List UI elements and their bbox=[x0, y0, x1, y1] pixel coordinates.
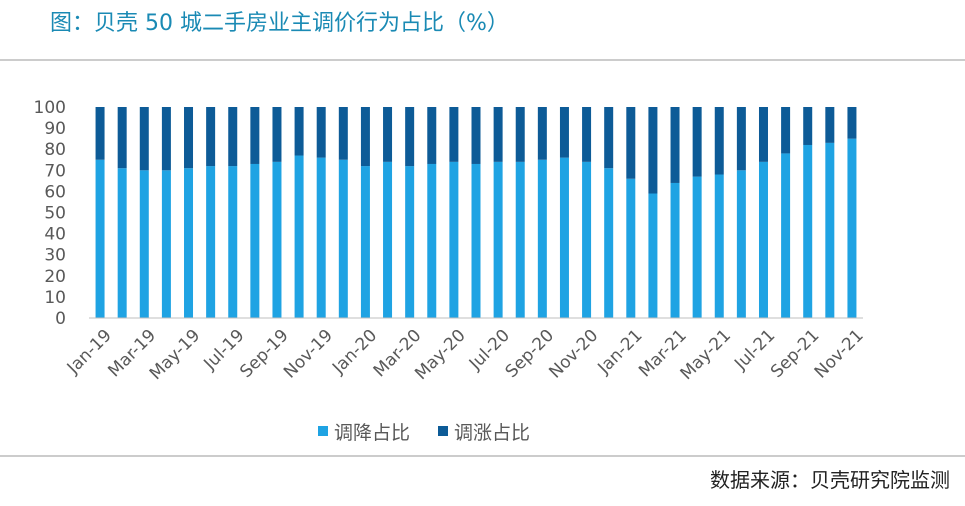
bar-segment bbox=[515, 107, 525, 162]
bar-segment bbox=[95, 159, 105, 318]
y-tick-label: 30 bbox=[44, 246, 66, 266]
bar-segment bbox=[714, 107, 724, 175]
bar-segment bbox=[781, 107, 791, 154]
source-note: 数据来源：贝壳研究院监测 bbox=[710, 468, 950, 492]
legend-swatch bbox=[438, 426, 448, 436]
bar-segment bbox=[405, 166, 415, 318]
bar-segment bbox=[117, 168, 127, 318]
bar-segment bbox=[515, 161, 525, 318]
bar-segment bbox=[228, 107, 238, 167]
bar-segment bbox=[736, 170, 746, 318]
bar-segment bbox=[360, 166, 370, 318]
bar-segment bbox=[206, 107, 216, 167]
bar-segment bbox=[427, 163, 437, 318]
y-tick-label: 90 bbox=[44, 119, 66, 139]
y-tick-label: 20 bbox=[44, 267, 66, 287]
bar-segment bbox=[294, 107, 304, 156]
bar-segment bbox=[736, 107, 746, 171]
bar-segment bbox=[449, 161, 459, 318]
chart-title: 图：贝壳 50 城二手房业主调价行为占比（%） bbox=[50, 11, 509, 36]
legend-label: 调降占比 bbox=[334, 422, 410, 444]
bar-segment bbox=[626, 178, 636, 318]
bar-segment bbox=[250, 163, 260, 318]
bar-segment bbox=[184, 168, 194, 318]
bar-segment bbox=[537, 107, 547, 160]
y-tick-label: 40 bbox=[44, 225, 66, 245]
bar-segment bbox=[825, 142, 835, 318]
bar-segment bbox=[316, 157, 326, 318]
x-tick-label: Nov-21 bbox=[811, 326, 868, 383]
bar-segment bbox=[294, 155, 304, 318]
bar-segment bbox=[604, 107, 614, 169]
bar-segment bbox=[582, 107, 592, 162]
bar-segment bbox=[825, 107, 835, 143]
bar-segment bbox=[493, 161, 503, 318]
bar-segment bbox=[316, 107, 326, 158]
legend-label: 调涨占比 bbox=[454, 422, 530, 444]
bar-segment bbox=[139, 107, 149, 171]
bar-segment bbox=[493, 107, 503, 162]
bar-segment bbox=[427, 107, 437, 164]
bar-segment bbox=[471, 107, 481, 164]
bar-segment bbox=[648, 193, 658, 318]
y-tick-label: 10 bbox=[44, 288, 66, 308]
bar-segment bbox=[692, 176, 702, 318]
y-tick-label: 70 bbox=[44, 161, 66, 181]
bar-segment bbox=[847, 138, 857, 318]
bar-segment bbox=[383, 161, 393, 318]
bar-segment bbox=[139, 170, 149, 318]
bar-segment bbox=[95, 107, 105, 160]
bar-segment bbox=[692, 107, 702, 177]
bar-segment bbox=[559, 107, 569, 158]
bar-segment bbox=[272, 161, 282, 318]
bar-segment bbox=[537, 159, 547, 318]
bar-segment bbox=[803, 107, 813, 145]
bar-segment bbox=[360, 107, 370, 167]
x-tick-label: Nov-19 bbox=[280, 326, 337, 383]
bar-segment bbox=[338, 107, 348, 160]
bar-segment bbox=[161, 107, 171, 171]
legend-swatch bbox=[318, 426, 328, 436]
bar-segment bbox=[648, 107, 658, 194]
bar-segment bbox=[670, 182, 680, 318]
bar-segment bbox=[449, 107, 459, 162]
bar-segment bbox=[250, 107, 260, 164]
bar-segment bbox=[714, 174, 724, 318]
bar-segment bbox=[405, 107, 415, 167]
bar-segment bbox=[559, 157, 569, 318]
bar-segment bbox=[161, 170, 171, 318]
bar-segment bbox=[781, 153, 791, 318]
bar-segment bbox=[758, 107, 768, 162]
bar-segment bbox=[471, 163, 481, 318]
bar-segment bbox=[626, 107, 636, 179]
x-tick-label: Nov-20 bbox=[545, 326, 602, 383]
bar-segment bbox=[670, 107, 680, 183]
bar-segment bbox=[206, 166, 216, 318]
bar-segment bbox=[228, 166, 238, 318]
y-tick-label: 100 bbox=[34, 98, 66, 118]
bar-segment bbox=[338, 159, 348, 318]
bar-segment bbox=[847, 107, 857, 139]
bar-segment bbox=[803, 144, 813, 318]
y-tick-label: 0 bbox=[55, 309, 66, 329]
bar-segment bbox=[758, 161, 768, 318]
bar-segment bbox=[582, 161, 592, 318]
bar-segment bbox=[272, 107, 282, 162]
bar-segment bbox=[383, 107, 393, 162]
y-tick-label: 60 bbox=[44, 182, 66, 202]
y-tick-label: 50 bbox=[44, 204, 66, 224]
y-tick-label: 80 bbox=[44, 140, 66, 160]
bar-segment bbox=[184, 107, 194, 169]
bar-segment bbox=[117, 107, 127, 169]
bar-segment bbox=[604, 168, 614, 318]
